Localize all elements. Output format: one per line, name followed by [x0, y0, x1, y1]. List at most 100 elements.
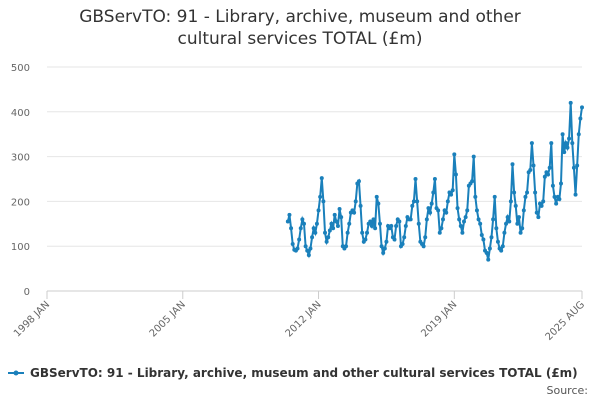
data-point: [489, 235, 494, 240]
data-point: [452, 152, 457, 157]
data-point: [376, 201, 381, 206]
data-point: [494, 226, 499, 231]
data-point: [575, 163, 580, 168]
data-point: [397, 219, 402, 224]
data-point: [384, 239, 389, 244]
data-point: [539, 203, 544, 208]
data-point: [546, 172, 551, 177]
data-point: [465, 208, 470, 213]
data-point: [487, 246, 492, 251]
data-point: [329, 221, 334, 226]
data-point: [492, 194, 497, 199]
data-point: [440, 217, 445, 222]
data-point: [303, 244, 308, 249]
data-point: [549, 141, 554, 146]
data-point: [371, 217, 376, 222]
data-point: [416, 221, 421, 226]
data-point: [542, 174, 547, 179]
data-point: [521, 208, 526, 213]
data-point: [415, 199, 420, 204]
data-point: [528, 168, 533, 173]
data-point: [432, 177, 437, 181]
data-point: [547, 165, 552, 170]
data-point: [423, 235, 428, 240]
data-point: [339, 215, 344, 220]
data-point: [319, 176, 324, 181]
data-point: [413, 177, 418, 181]
data-point: [558, 181, 563, 186]
data-point: [392, 237, 397, 242]
data-point: [360, 230, 365, 235]
data-point: [571, 165, 576, 170]
data-point: [297, 237, 302, 242]
data-point: [381, 250, 386, 255]
data-point: [373, 226, 378, 231]
data-point: [515, 221, 520, 226]
x-tick-label: 2025 AUG: [544, 299, 588, 343]
data-point: [426, 206, 431, 211]
data-point: [470, 179, 475, 184]
data-point: [444, 210, 449, 215]
data-point: [557, 197, 562, 202]
data-point: [457, 217, 462, 222]
data-point: [484, 250, 489, 255]
source: Source:: [547, 384, 589, 397]
data-point: [455, 206, 460, 211]
data-point: [550, 183, 555, 188]
data-point: [311, 226, 316, 231]
y-tick-label: 300: [11, 153, 30, 164]
data-point: [502, 230, 507, 235]
data-point: [560, 132, 565, 137]
data-point: [363, 237, 368, 242]
data-point: [326, 235, 331, 240]
data-point: [313, 230, 318, 235]
data-point: [298, 226, 303, 231]
chart-title: GBServTO: 91 - Library, archive, museum …: [79, 7, 521, 49]
data-point: [331, 226, 336, 231]
data-point: [500, 244, 505, 249]
data-point: [429, 201, 434, 206]
y-tick-label: 0: [24, 287, 30, 298]
data-point: [345, 230, 350, 235]
data-point: [458, 224, 463, 229]
data-point: [476, 217, 481, 222]
data-point: [512, 190, 517, 195]
data-point: [478, 221, 483, 226]
data-point: [379, 244, 384, 249]
data-point: [576, 132, 581, 137]
data-point: [335, 224, 340, 229]
data-point: [285, 219, 290, 224]
data-point: [290, 241, 295, 246]
data-point: [353, 199, 358, 204]
data-point: [573, 192, 578, 197]
data-point: [305, 248, 310, 253]
data-point: [337, 207, 342, 212]
data-point: [424, 217, 429, 222]
x-tick-label: 2005 JAN: [148, 299, 188, 339]
data-point: [321, 199, 326, 204]
data-point: [491, 217, 496, 222]
data-point: [411, 199, 416, 204]
data-point: [356, 179, 361, 184]
data-point: [324, 239, 329, 244]
x-tick-label: 2019 JAN: [419, 299, 459, 339]
data-point: [316, 208, 321, 213]
data-point: [374, 194, 379, 199]
data-point: [504, 221, 509, 226]
data-point: [365, 230, 370, 235]
data-point: [495, 239, 500, 244]
data-point: [431, 190, 436, 195]
data-point: [567, 136, 572, 141]
data-point: [287, 212, 292, 217]
y-tick-label: 100: [11, 242, 30, 253]
data-point: [554, 201, 559, 206]
data-point: [347, 221, 352, 226]
data-point: [481, 237, 486, 242]
data-point: [533, 190, 538, 195]
data-point: [382, 246, 387, 251]
data-point: [516, 215, 521, 220]
data-point: [523, 194, 528, 199]
data-point: [460, 230, 465, 235]
data-point: [400, 241, 405, 246]
